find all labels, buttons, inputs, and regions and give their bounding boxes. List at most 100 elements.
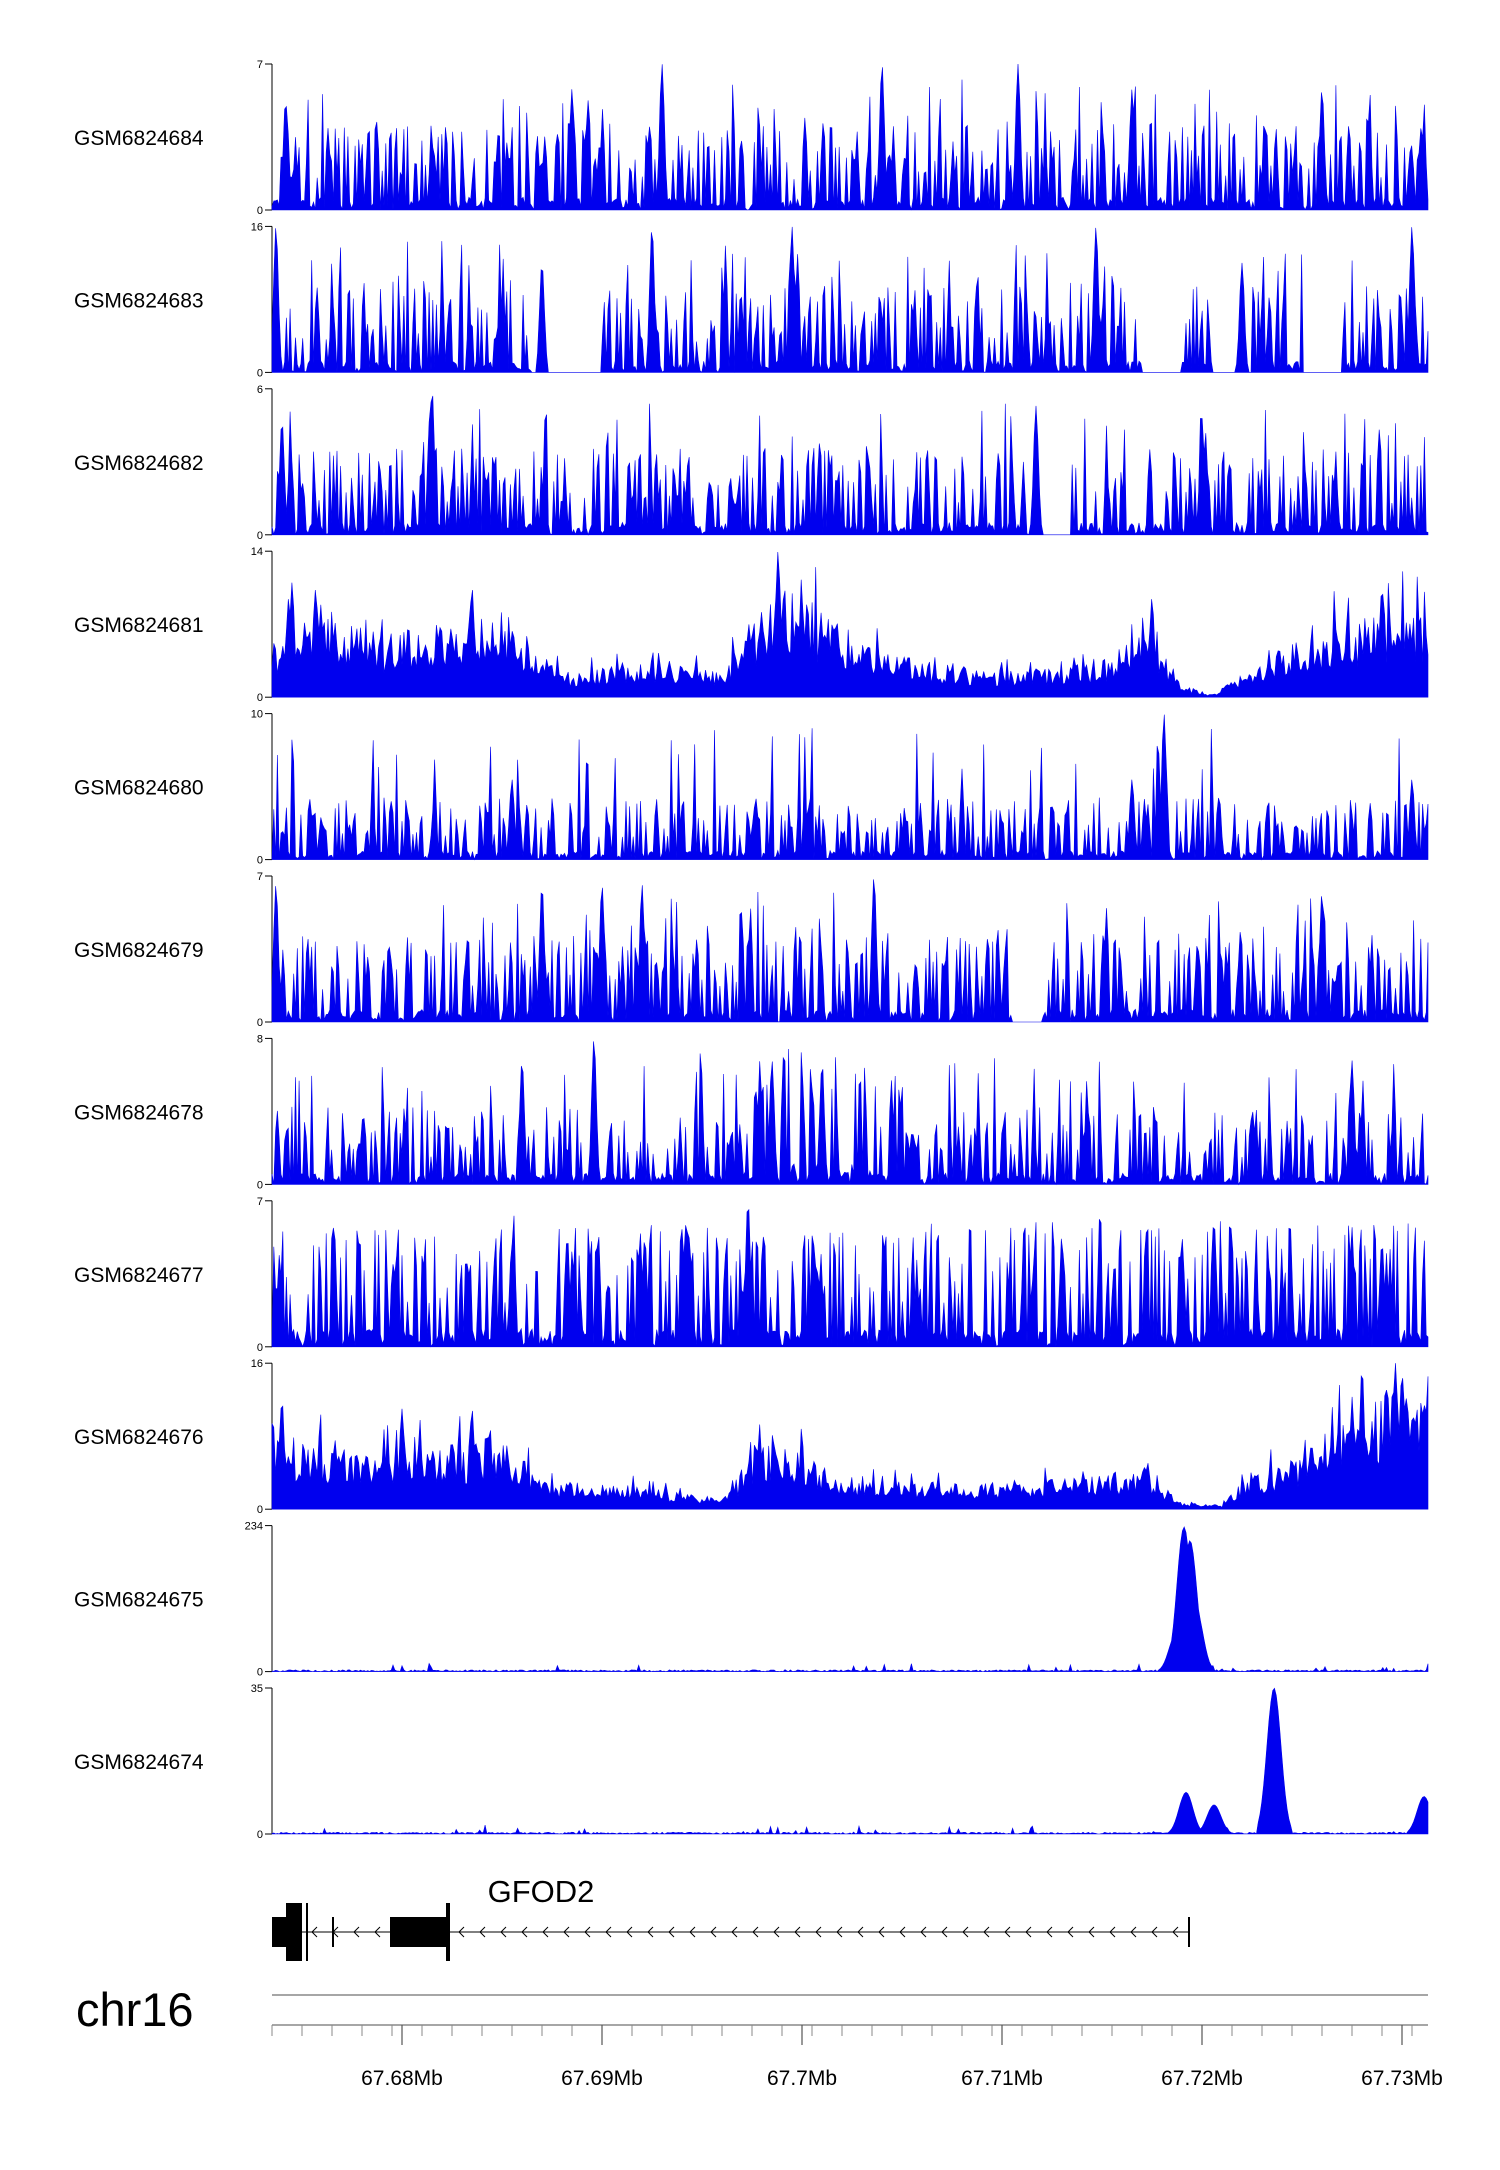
strand-arrow — [626, 1926, 633, 1938]
track-label: GSM6824676 — [74, 1426, 204, 1449]
strand-arrow — [962, 1926, 969, 1938]
strand-arrow — [458, 1926, 465, 1938]
track-label: GSM6824680 — [74, 777, 204, 800]
strand-arrow — [311, 1926, 318, 1938]
y-min-label: 0 — [257, 1829, 263, 1841]
y-max-label: 7 — [257, 59, 263, 71]
tick-label: 67.71Mb — [961, 2067, 1043, 2090]
y-max-label: 7 — [257, 1196, 263, 1208]
strand-arrow — [542, 1926, 549, 1938]
strand-arrow — [836, 1926, 843, 1938]
tick-label: 67.7Mb — [767, 2067, 837, 2090]
y-min-label: 0 — [257, 1504, 263, 1516]
signal-area — [271, 1526, 1429, 1673]
y-max-label: 7 — [257, 871, 263, 883]
signal-area — [271, 551, 1429, 698]
gene-track: GFOD2 — [272, 1874, 1190, 1961]
tick-label: 67.68Mb — [361, 2067, 443, 2090]
strand-arrow — [857, 1926, 864, 1938]
track-GSM6824677: GSM6824677 7 0 — [74, 1196, 1429, 1354]
track-label: GSM6824674 — [74, 1751, 204, 1774]
track-label: GSM6824675 — [74, 1589, 204, 1612]
gene-label: GFOD2 — [488, 1874, 595, 1909]
strand-arrow — [920, 1926, 927, 1938]
y-min-label: 0 — [257, 855, 263, 867]
signal-area — [271, 1687, 1429, 1835]
strand-arrow — [500, 1926, 507, 1938]
exon-cds — [446, 1903, 450, 1961]
strand-arrow — [1088, 1926, 1095, 1938]
chromosome-label: chr16 — [76, 1983, 194, 2036]
y-max-label: 16 — [251, 1358, 263, 1370]
exon-tss — [1188, 1917, 1190, 1947]
track-label: GSM6824679 — [74, 939, 204, 962]
y-min-label: 0 — [257, 692, 263, 704]
strand-arrow — [563, 1926, 570, 1938]
y-max-label: 234 — [245, 1521, 263, 1533]
signal-area — [271, 879, 1429, 1023]
y-min-label: 0 — [257, 367, 263, 379]
track-label: GSM6824681 — [74, 614, 204, 637]
track-label: GSM6824684 — [74, 127, 204, 150]
signal-area — [271, 1208, 1429, 1348]
y-min-label: 0 — [257, 1342, 263, 1354]
strand-arrow — [1025, 1926, 1032, 1938]
strand-arrow — [1109, 1926, 1116, 1938]
signal-area — [271, 395, 1429, 536]
signal-area — [271, 1041, 1429, 1186]
track-GSM6824678: GSM6824678 8 0 — [74, 1033, 1429, 1191]
strand-arrow — [983, 1926, 990, 1938]
tick-label: 67.72Mb — [1161, 2067, 1243, 2090]
strand-arrow — [521, 1926, 528, 1938]
signal-area — [271, 63, 1429, 211]
exon-cds — [306, 1903, 308, 1961]
track-GSM6824683: GSM6824683 16 0 — [74, 221, 1429, 379]
track-GSM6824682: GSM6824682 6 0 — [74, 384, 1429, 542]
strand-arrow — [1130, 1926, 1137, 1938]
track-label: GSM6824678 — [74, 1101, 204, 1124]
strand-arrow — [353, 1926, 360, 1938]
track-label: GSM6824683 — [74, 289, 204, 312]
y-min-label: 0 — [257, 205, 263, 217]
y-min-label: 0 — [257, 1179, 263, 1191]
strand-arrow — [1046, 1926, 1053, 1938]
strand-arrow — [1004, 1926, 1011, 1938]
strand-arrow — [731, 1926, 738, 1938]
track-GSM6824681: GSM6824681 14 0 — [74, 546, 1429, 704]
strand-arrow — [941, 1926, 948, 1938]
signal-area — [271, 1363, 1429, 1510]
track-GSM6824676: GSM6824676 16 0 — [74, 1358, 1429, 1516]
exon-small — [332, 1917, 334, 1947]
strand-arrow — [899, 1926, 906, 1938]
strand-arrow — [878, 1926, 885, 1938]
y-min-label: 0 — [257, 530, 263, 542]
strand-arrow — [668, 1926, 675, 1938]
tick-label: 67.73Mb — [1361, 2067, 1443, 2090]
strand-arrow — [584, 1926, 591, 1938]
coverage-tracks: GSM682468470GSM6824683160GSM682468260GSM… — [74, 59, 1429, 1841]
track-GSM6824679: GSM6824679 7 0 — [74, 871, 1429, 1029]
exon-cds-large — [390, 1917, 446, 1947]
y-max-label: 10 — [251, 709, 263, 721]
strand-arrow — [647, 1926, 654, 1938]
y-min-label: 0 — [257, 1017, 263, 1029]
strand-arrow — [710, 1926, 717, 1938]
strand-arrow — [752, 1926, 759, 1938]
y-max-label: 16 — [251, 221, 263, 233]
track-GSM6824684: GSM6824684 7 0 — [74, 59, 1429, 217]
strand-arrow — [1067, 1926, 1074, 1938]
y-max-label: 6 — [257, 384, 263, 396]
track-GSM6824675: GSM6824675 234 0 — [74, 1521, 1429, 1679]
strand-arrow — [1172, 1926, 1179, 1938]
strand-arrow — [773, 1926, 780, 1938]
strand-arrow — [815, 1926, 822, 1938]
exon-utr — [272, 1917, 286, 1947]
signal-area — [271, 714, 1429, 861]
exon-cds — [286, 1903, 302, 1961]
strand-arrow — [689, 1926, 696, 1938]
track-label: GSM6824682 — [74, 452, 204, 475]
tick-label: 67.69Mb — [561, 2067, 643, 2090]
strand-arrow — [374, 1926, 381, 1938]
track-label: GSM6824677 — [74, 1264, 204, 1287]
